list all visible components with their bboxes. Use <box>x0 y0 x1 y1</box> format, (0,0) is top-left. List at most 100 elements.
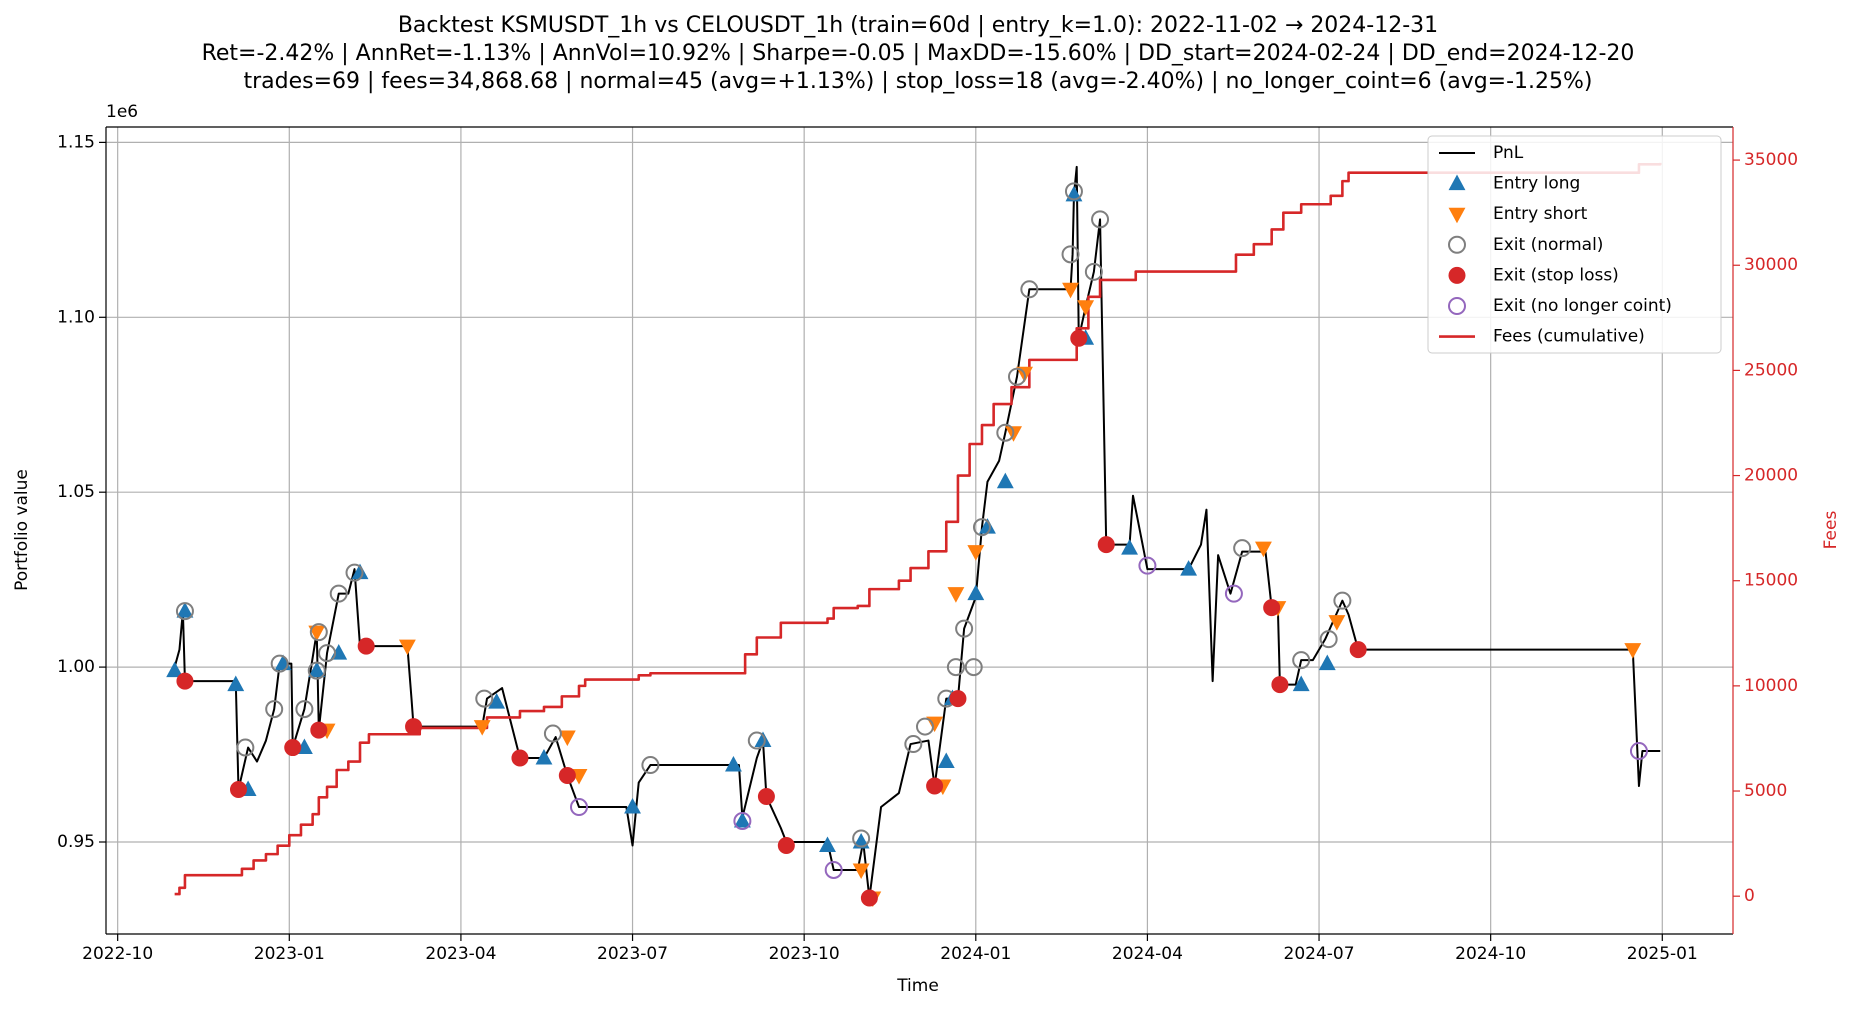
marker-point <box>1624 643 1642 659</box>
legend-label: Fees (cumulative) <box>1493 327 1645 347</box>
marker-point <box>1077 300 1095 316</box>
marker-point <box>329 584 348 603</box>
marker-point <box>270 654 289 673</box>
legend-swatch <box>1448 207 1466 224</box>
marker-point <box>345 563 364 582</box>
marker-point <box>265 700 284 719</box>
marker-point <box>860 889 878 907</box>
marker-point <box>947 587 965 603</box>
marker-point <box>1091 210 1110 229</box>
marker-point <box>318 644 337 663</box>
marker-point <box>229 781 247 799</box>
x-tick-label: 2023-01 <box>254 944 325 964</box>
y2-tick-label: 5000 <box>1744 781 1787 801</box>
x-tick-label: 2022-10 <box>82 944 153 964</box>
legend-swatch <box>1448 266 1466 284</box>
x-tick-label: 2023-10 <box>769 944 840 964</box>
y2-tick-label: 0 <box>1744 886 1755 906</box>
marker-point <box>176 602 194 618</box>
marker-point <box>176 672 194 690</box>
marker-point <box>1254 541 1272 558</box>
x-tick-label: 2024-01 <box>940 944 1011 964</box>
marker-point <box>733 812 752 831</box>
marker-point <box>307 661 326 680</box>
marker-point <box>949 690 967 708</box>
marker-point <box>1349 641 1367 659</box>
y2-tick-label: 30000 <box>1744 255 1798 275</box>
y-tick-label: 1.05 <box>57 482 95 502</box>
marker-point <box>1062 282 1079 299</box>
marker-point <box>1271 676 1289 694</box>
marker-point <box>777 836 795 854</box>
marker-point <box>1233 539 1252 558</box>
y2-tick-label: 15000 <box>1744 571 1798 591</box>
marker-point <box>543 724 562 743</box>
marker-point <box>641 756 660 775</box>
fees-line <box>174 162 1662 896</box>
marker-point <box>824 860 843 879</box>
marker-point <box>558 767 576 785</box>
marker-point <box>852 863 870 880</box>
marker-point <box>926 777 944 795</box>
marker-point <box>310 721 328 739</box>
marker-point <box>757 788 775 806</box>
y-axis-label: Portfolio value <box>12 469 32 591</box>
y2-tick-label: 10000 <box>1744 676 1798 696</box>
x-axis-label: Time <box>896 976 939 996</box>
marker-point <box>624 797 641 814</box>
marker-point <box>284 739 302 757</box>
marker-point <box>725 755 742 772</box>
marker-point <box>398 639 416 656</box>
legend-swatch <box>1448 174 1466 191</box>
marker-point <box>915 717 934 736</box>
legend-swatch <box>1448 235 1466 254</box>
legend-label: Exit (stop loss) <box>1493 265 1619 285</box>
x-tick-label: 2025-01 <box>1627 944 1698 964</box>
legend-label: PnL <box>1493 143 1524 163</box>
marker-point <box>227 675 245 692</box>
marker-point <box>904 735 923 754</box>
marker-point <box>1061 245 1080 264</box>
marker-point <box>964 658 983 677</box>
legend-label: Entry long <box>1493 174 1580 194</box>
legend-box <box>1427 135 1722 354</box>
marker-point <box>967 584 985 601</box>
marker-point <box>475 689 494 708</box>
marker-point <box>1020 280 1039 299</box>
marker-point <box>946 658 965 677</box>
marker-point <box>357 637 375 655</box>
marker-point <box>937 752 955 769</box>
marker-point <box>1292 651 1311 670</box>
x-tick-label: 2024-10 <box>1455 944 1526 964</box>
marker-point <box>733 811 751 828</box>
marker-point <box>1007 367 1026 386</box>
y2-axis-label: Fees <box>1821 511 1841 550</box>
marker-point <box>569 798 588 817</box>
marker-point <box>1180 560 1198 576</box>
marker-point <box>166 661 184 678</box>
marker-point <box>996 472 1014 489</box>
y2-tick-label: 35000 <box>1744 150 1798 170</box>
marker-point <box>819 836 836 852</box>
x-tick-label: 2024-04 <box>1112 944 1183 964</box>
chart-subtitle: Ret=-2.42% | AnnRet=-1.13% | AnnVol=10.9… <box>202 41 1635 66</box>
marker-point <box>1224 584 1243 603</box>
marker-point <box>1292 675 1310 692</box>
x-tick-label: 2023-07 <box>597 944 668 964</box>
legend-label: Exit (no longer coint) <box>1493 296 1672 316</box>
marker-point <box>1121 539 1139 555</box>
marker-point <box>852 829 871 848</box>
legend-swatch <box>1448 297 1466 315</box>
marker-point <box>473 720 491 736</box>
chart-subtitle: trades=69 | fees=34,868.68 | normal=45 (… <box>243 69 1592 94</box>
marker-point <box>1318 654 1336 671</box>
marker-point <box>1097 536 1115 554</box>
marker-point <box>309 623 328 642</box>
y-tick-label: 0.95 <box>57 832 95 852</box>
marker-point <box>1328 615 1346 631</box>
marker-point <box>308 625 326 642</box>
marker-point <box>405 718 423 736</box>
marker-point <box>1263 599 1281 617</box>
y2-tick-label: 25000 <box>1744 360 1798 380</box>
